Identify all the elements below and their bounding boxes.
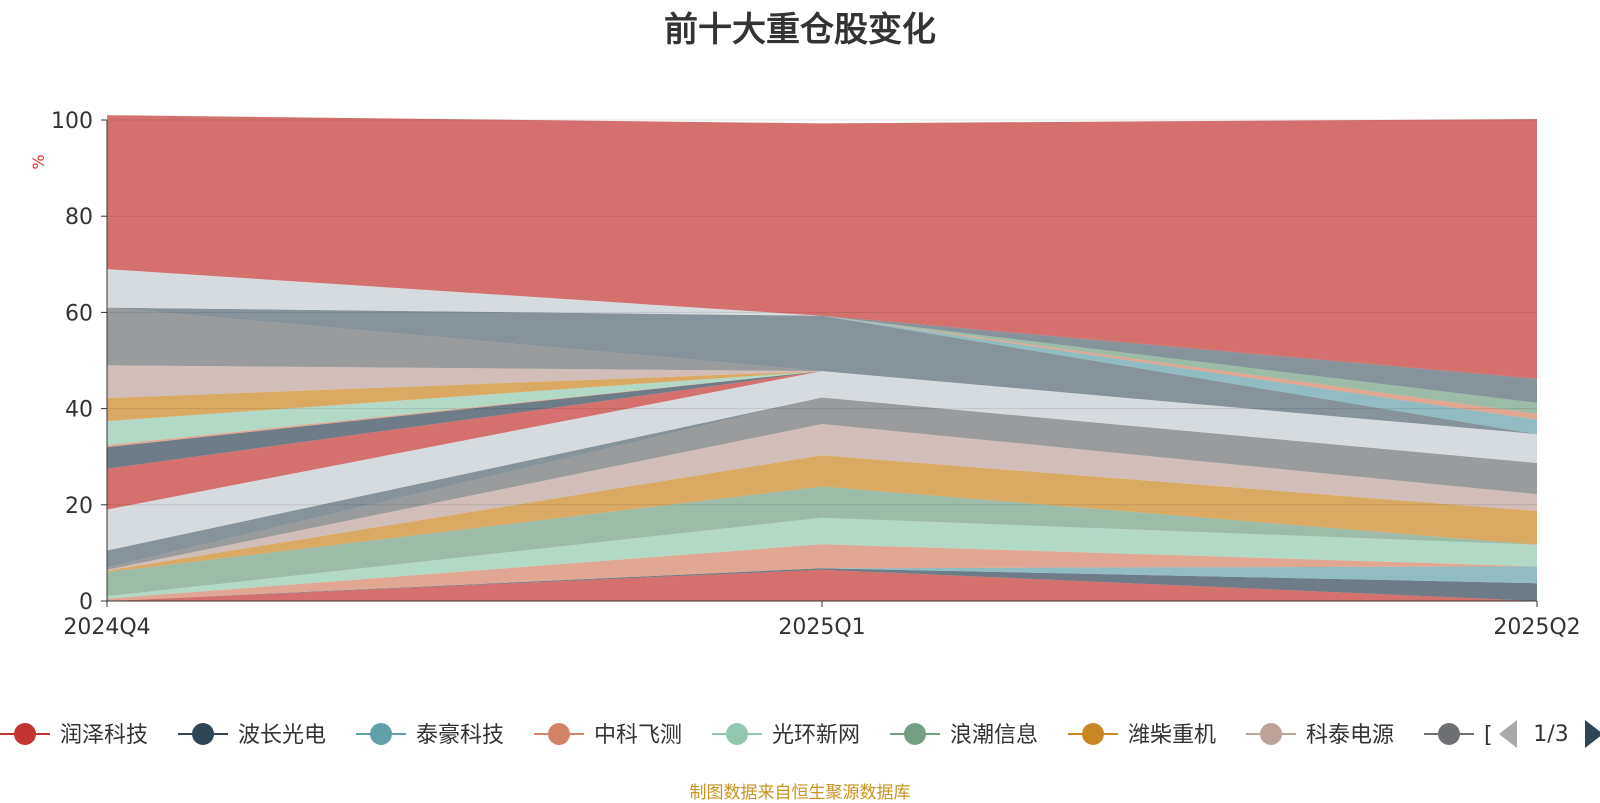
legend-item-3[interactable]: 中科飞测: [534, 723, 682, 748]
legend-label: 泰豪科技: [416, 723, 504, 748]
y-tick-label-2: 40: [65, 398, 93, 423]
legend-dot-icon: [14, 723, 36, 745]
legend-dot-icon: [1260, 723, 1282, 745]
series-area-18: [107, 307, 1537, 435]
y-tick-label-5: 100: [51, 109, 93, 134]
series-area-24: [107, 115, 1537, 379]
y-tick-label-3: 60: [65, 301, 93, 326]
legend-label: 潍柴重机: [1128, 723, 1216, 748]
legend-dot-icon: [904, 723, 926, 745]
series-area-23: [107, 269, 1537, 379]
legend-item-0[interactable]: 润泽科技: [0, 723, 148, 748]
legend-pager: 1/3: [1499, 720, 1600, 748]
triangle-right-icon[interactable]: [1585, 720, 1600, 748]
legend-item-2[interactable]: 泰豪科技: [356, 723, 504, 748]
legend-item-4[interactable]: 光环新网: [712, 723, 860, 748]
x-tick-label-1: 2025Q1: [778, 615, 865, 640]
series-area-3: [107, 544, 1537, 601]
legend-dot-icon: [1082, 723, 1104, 745]
series-area-8: [107, 397, 1537, 570]
legend-label: 光环新网: [772, 723, 860, 748]
data-source-note: 制图数据来自恒生聚源数据库: [689, 783, 911, 803]
x-tick-label-0: 2024Q4: [63, 615, 150, 640]
series-area-22: [107, 307, 1537, 403]
series-area-5: [107, 486, 1537, 597]
legend-label: 浪潮信息: [950, 723, 1038, 748]
legend-label: 润泽科技: [60, 723, 148, 748]
legend-item-5[interactable]: 浪潮信息: [890, 723, 1038, 748]
series-area-12: [107, 371, 1537, 469]
legend-label: 科泰电源: [1306, 723, 1394, 748]
legend-item-6[interactable]: 潍柴重机: [1068, 723, 1216, 748]
y-tick-label-0: 0: [79, 590, 93, 615]
legend-dot-icon: [370, 723, 392, 745]
grid-layer: [107, 119, 1537, 506]
legend-item-7[interactable]: 科泰电源: [1246, 723, 1394, 748]
series-area-2: [107, 566, 1537, 601]
y-axis-unit-label: %: [29, 154, 48, 169]
series-area-14: [107, 371, 1537, 446]
series-area-16: [107, 365, 1537, 435]
series-area-4: [107, 517, 1537, 599]
x-tick-label-2: 2025Q2: [1493, 615, 1580, 640]
legend-item-1[interactable]: 波长光电: [178, 723, 326, 748]
series-area-1: [107, 568, 1537, 601]
legend-label: 中科飞测: [594, 723, 682, 748]
series-layer: [107, 115, 1537, 601]
series-area-11: [107, 371, 1537, 510]
series-area-7: [107, 423, 1537, 571]
y-tick-label-1: 20: [65, 494, 93, 519]
legend-dot-icon: [726, 723, 748, 745]
y-tick-label-4: 80: [65, 205, 93, 230]
series-area-0: [107, 569, 1537, 601]
legend-dot-icon: [1438, 723, 1460, 745]
triangle-left-icon[interactable]: [1499, 720, 1517, 748]
series-area-10: [107, 371, 1537, 551]
legend-item-8[interactable]: [: [1424, 723, 1493, 748]
series-area-15: [107, 371, 1537, 435]
axis-layer: 0 20 40 60 80 100 2024Q4 2025Q1 2025Q2: [51, 109, 1581, 640]
legend: 润泽科技 波长光电 泰豪科技 中科飞测 光环新网 浪潮信息 潍柴重机 科泰电源 [: [0, 723, 1493, 748]
legend-page-indicator: 1/3: [1533, 722, 1568, 747]
series-area-6: [107, 455, 1537, 573]
legend-label: [: [1484, 723, 1493, 748]
legend-dot-icon: [548, 723, 570, 745]
legend-dot-icon: [192, 723, 214, 745]
chart-title: 前十大重仓股变化: [664, 10, 936, 50]
legend-label: 波长光电: [238, 723, 326, 748]
